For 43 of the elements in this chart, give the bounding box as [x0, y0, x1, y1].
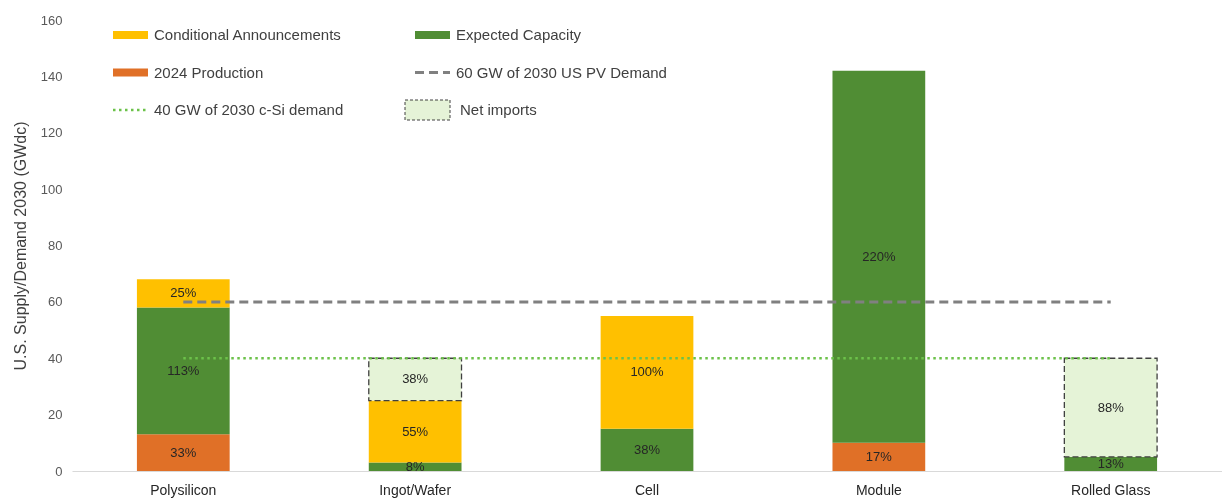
y-tick-label: 120 [40, 125, 63, 141]
bar [600, 315, 694, 429]
bar [136, 279, 230, 308]
y-tick-label: 160 [40, 12, 63, 28]
annotation: 113% [167, 362, 200, 378]
annotation: 100% [630, 364, 665, 380]
y-tick-label: 0 [55, 463, 63, 479]
bar [600, 428, 694, 471]
y-tick-label: 100 [40, 181, 63, 197]
x-tick-label: Rolled Glass [1071, 481, 1151, 498]
legend-label: Net imports [460, 101, 537, 118]
legend-label: Conditional Announcements [154, 26, 341, 43]
legend-label: 60 GW of 2030 US PV Demand [456, 63, 667, 81]
annotation: 17% [865, 448, 893, 464]
bar [832, 442, 926, 471]
annotation: 25% [170, 285, 197, 301]
y-tick-label: 40 [48, 350, 63, 366]
annotation: 8% [405, 458, 425, 474]
annotation: 38% [633, 441, 661, 457]
bar [136, 434, 230, 471]
legend-label: 2024 Production [154, 63, 264, 81]
legend-label: Expected Capacity [456, 26, 582, 43]
y-tick-label: 80 [48, 238, 63, 253]
annotation: 55% [402, 423, 429, 439]
bar [136, 307, 230, 435]
annotation: 220% [862, 248, 896, 264]
y-tick-label: 20 [48, 407, 63, 423]
x-tick-label: Cell [634, 481, 660, 498]
annotation: 13% [1097, 455, 1125, 471]
y-tick-label: 60 [48, 294, 63, 310]
annotation: 88% [1097, 399, 1125, 415]
y-axis-title: U.S. Supply/Demand 2030 (GWdc) [11, 121, 29, 371]
bar [368, 357, 463, 402]
bar [1063, 357, 1158, 458]
annotation: 33% [170, 444, 197, 460]
bar [368, 400, 462, 463]
x-tick-label: Polysilicon [150, 481, 217, 498]
x-tick-label: Module [855, 481, 903, 498]
x-tick-label: Ingot/Wafer [379, 481, 452, 498]
annotation: 38% [402, 371, 429, 387]
legend-label: 40 GW of 2030 c-Si demand [154, 101, 344, 118]
y-tick-label: 140 [40, 68, 63, 84]
bar [832, 70, 926, 443]
